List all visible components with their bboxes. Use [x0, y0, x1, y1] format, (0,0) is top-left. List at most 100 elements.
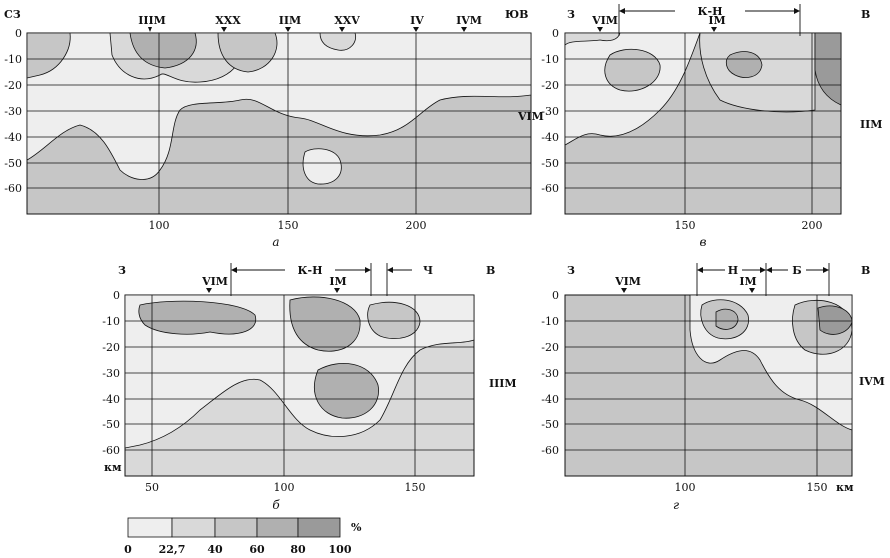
panel-a-y-tick: 0 — [15, 27, 22, 40]
panel-v-marker-1: IM — [708, 14, 725, 27]
arrow-right-icon — [823, 267, 829, 273]
panel-b-range-label-kn: К-Н — [298, 264, 323, 277]
panel-v-range-kn — [618, 4, 801, 36]
panel-v-zone-v4 — [814, 32, 842, 106]
panel-v-y-tick: 0 — [552, 27, 559, 40]
legend-label: 80 — [290, 543, 306, 556]
panel-b-grid — [125, 295, 474, 476]
panel-b-x-tick: 100 — [274, 481, 295, 494]
panel-a-y-tick: -40 — [4, 131, 22, 144]
panel-a-marker-3: XXV — [334, 14, 360, 27]
panel-b-marker-1: IM — [329, 275, 346, 288]
panel-a-y-tick: -50 — [4, 157, 22, 170]
panel-b-y-tick: 0 — [113, 289, 120, 302]
panel-g-x-unit: км — [836, 481, 854, 494]
legend-label: 60 — [249, 543, 265, 556]
marker-icon — [413, 27, 419, 32]
panel-a-side-label: VIM — [517, 110, 544, 123]
panel-b-y-unit: км — [104, 461, 122, 474]
panel-g-marker-1: IM — [739, 275, 756, 288]
arrow-left-icon — [387, 267, 393, 273]
panel-a: IIIM XXX IIM XXV IV IVM СЗ ЮВ VIM 0 -10 … — [4, 8, 544, 249]
legend: % 0 22,7 40 60 80 100 — [124, 517, 362, 556]
panel-g-y-tick: -50 — [541, 418, 559, 431]
panel-v-range-label: К-Н — [698, 5, 723, 18]
panel-v-y-tick: -50 — [541, 157, 559, 170]
panel-g-y-tick: -30 — [541, 367, 559, 380]
panel-v-x-tick: 150 — [675, 219, 696, 232]
panel-a-grid — [27, 33, 531, 214]
panel-g-range-label-b: Б — [792, 264, 801, 277]
panel-b-caption: б — [272, 498, 280, 512]
panel-a-zone-a3 — [217, 32, 278, 73]
legend-swatches — [127, 517, 341, 538]
panel-a-x-tick: 200 — [406, 219, 427, 232]
panel-v-zone-v5 — [725, 51, 763, 78]
panel-v-caption: в — [700, 235, 707, 249]
marker-icon — [206, 288, 212, 293]
panel-v-left-dir: З — [567, 8, 575, 21]
panel-g-side-label: IVM — [859, 375, 885, 388]
panel-b-range-label-ch: Ч — [423, 264, 433, 277]
panel-a-zone-nw — [26, 32, 71, 79]
marker-icon — [749, 288, 755, 293]
marker-icon — [334, 288, 340, 293]
panel-g-marker-0: VIM — [614, 275, 641, 288]
panel-a-zone-island — [302, 148, 342, 185]
panel-b-zone-b2 — [289, 296, 361, 352]
panel-g-ranges — [696, 263, 830, 296]
panel-v-grid — [565, 33, 841, 214]
legend-swatch — [171, 517, 216, 538]
arrow-right-icon — [760, 267, 766, 273]
panel-g-zone-g2 — [715, 308, 739, 330]
panel-b-y-tick: -50 — [102, 418, 120, 431]
panel-b-side-label: IIIM — [489, 377, 517, 390]
panel-a-left-dir: СЗ — [4, 8, 21, 21]
panel-g-x-tick: 100 — [675, 481, 696, 494]
panel-v-marker-0: VIM — [591, 14, 618, 27]
panel-g-grid — [565, 295, 852, 476]
panel-v-zone-v1 — [564, 32, 621, 46]
panel-a-y-tick: -10 — [4, 53, 22, 66]
panel-v-x-tick: 200 — [802, 219, 823, 232]
marker-icon — [221, 27, 227, 32]
panel-a-y-tick: -20 — [4, 79, 22, 92]
panel-b-zone-b1 — [138, 300, 257, 335]
panel-a-x-tick: 150 — [278, 219, 299, 232]
panel-a-marker-2: IIM — [279, 14, 301, 27]
panel-b-left-dir: З — [118, 264, 126, 277]
legend-swatch — [127, 517, 173, 538]
panel-v-zone-v2 — [604, 48, 661, 92]
arrow-right-icon — [794, 8, 800, 14]
panel-v-side-label: IIM — [860, 118, 882, 131]
legend-swatch — [214, 517, 258, 538]
panel-b-y-tick: -10 — [102, 315, 120, 328]
arrow-right-icon — [365, 267, 371, 273]
panel-g-range-label-n: Н — [728, 264, 738, 277]
marker-icon — [711, 27, 717, 32]
marker-icon — [621, 288, 627, 293]
panel-b-y-tick: -40 — [102, 393, 120, 406]
marker-icon — [148, 27, 152, 32]
legend-label: 100 — [329, 543, 352, 556]
panel-g-left-dir: З — [567, 264, 575, 277]
panel-b-y-tick: -20 — [102, 341, 120, 354]
marker-icon — [461, 27, 467, 32]
panel-g-y-tick: -10 — [541, 315, 559, 328]
panel-v-y-tick: -30 — [541, 105, 559, 118]
panel-a-y-tick: -30 — [4, 105, 22, 118]
legend-label: 22,7 — [159, 543, 186, 556]
legend-unit: % — [351, 521, 362, 534]
panel-b-right-dir: В — [486, 264, 495, 277]
panel-a-right-dir: ЮВ — [505, 8, 528, 21]
panel-b: VIM IM К-Н Ч З В IIIM 0 -10 -20 -30 -40 … — [102, 263, 517, 512]
panel-v: VIM IM К-Н З В IIM 0 -10 -20 -30 -40 -50… — [541, 4, 882, 249]
panel-g-right-dir: В — [861, 264, 870, 277]
panel-a-x-tick: 100 — [149, 219, 170, 232]
panel-v-right-dir: В — [861, 8, 870, 21]
panel-g-x-tick: 150 — [807, 481, 828, 494]
legend-label: 0 — [124, 543, 132, 556]
panel-b-zone-b4 — [314, 363, 379, 419]
panel-g-y-tick: 0 — [552, 289, 559, 302]
